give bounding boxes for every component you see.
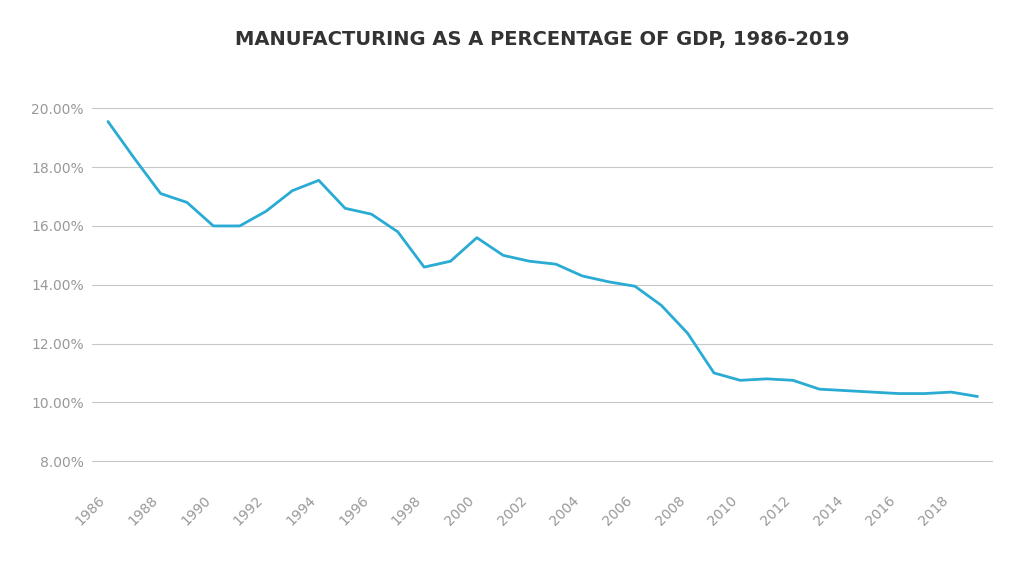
Title: MANUFACTURING AS A PERCENTAGE OF GDP, 1986-2019: MANUFACTURING AS A PERCENTAGE OF GDP, 19… [236,30,850,49]
